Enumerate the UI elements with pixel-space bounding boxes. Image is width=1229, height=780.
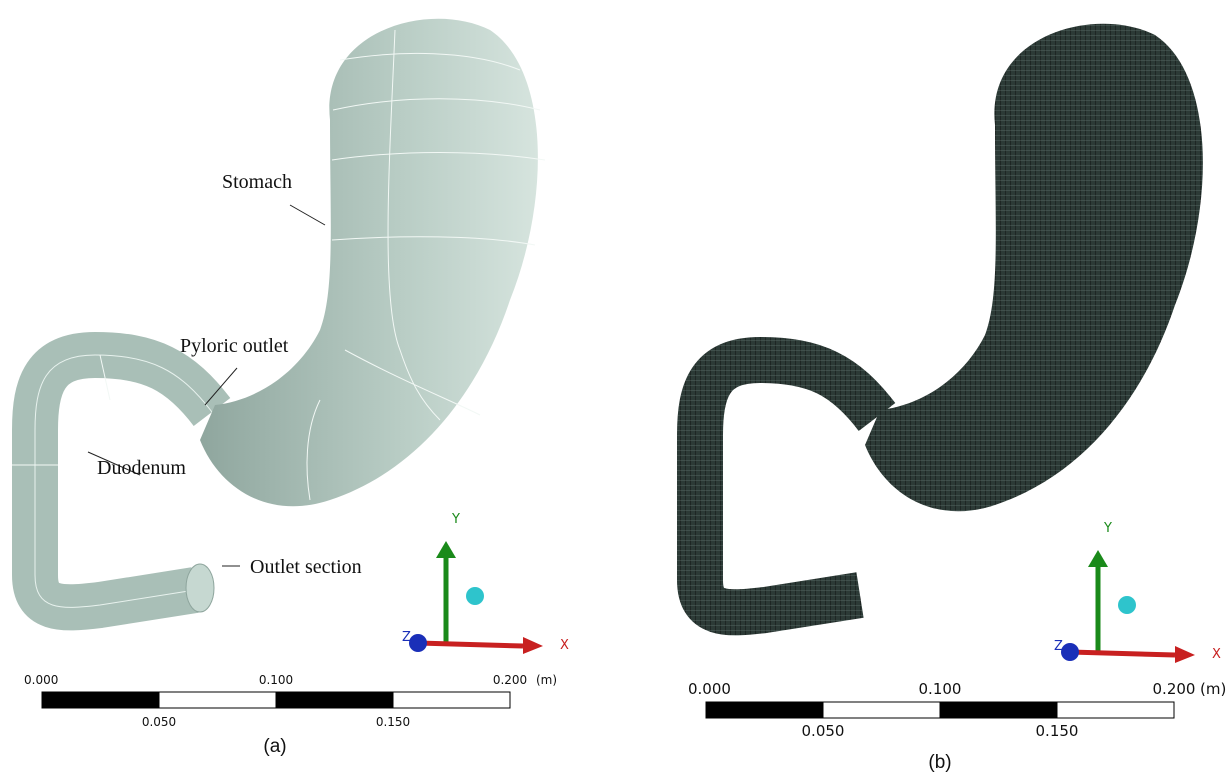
label: Duodenum: [97, 457, 186, 479]
scale-label: 0.050: [142, 715, 176, 729]
scale-unit: (m): [1200, 680, 1226, 698]
origin-sphere: [1118, 596, 1136, 614]
y-axis-head: [436, 541, 456, 558]
scale-label: 0.150: [376, 715, 410, 729]
scale-label: 0.100: [259, 673, 293, 687]
scale-segment: [706, 702, 823, 718]
duodenum-mesh: [700, 360, 877, 612]
stomach-shape: [200, 19, 538, 507]
scale-label: 0.200: [493, 673, 527, 687]
z-axis-dot: [1061, 643, 1079, 661]
scale-label: 0.000: [24, 673, 58, 687]
scale-segment: [159, 692, 276, 708]
duodenum-shape: [35, 355, 212, 607]
outlet-face: [186, 564, 214, 612]
scale-label: 0.000: [688, 680, 731, 698]
axis-label: Y: [451, 512, 460, 527]
scale-segment: [276, 692, 393, 708]
x-axis-arrow: [1070, 652, 1175, 655]
panel-a: Stomach Pyloric outlet Duodenum Outlet s…: [12, 19, 545, 612]
caption: (a): [263, 736, 286, 757]
axis-label: X: [1212, 647, 1221, 662]
scale-label: 0.200: [1153, 680, 1196, 698]
scale-segment: [393, 692, 510, 708]
x-axis-arrow: [418, 643, 523, 646]
x-axis-head: [523, 637, 543, 654]
axis-label: X: [560, 638, 569, 653]
scale-segment: [1057, 702, 1174, 718]
origin-sphere: [466, 587, 484, 605]
y-axis-head: [1088, 550, 1108, 567]
scale-label: 0.050: [802, 722, 845, 740]
label: Pyloric outlet: [180, 335, 289, 357]
axis-label: Z: [1054, 639, 1063, 654]
stomach-mesh: [865, 24, 1203, 512]
leader-line: [290, 205, 325, 225]
axis-label: Y: [1103, 521, 1112, 536]
scale-segment: [42, 692, 159, 708]
scale-segment: [823, 702, 940, 718]
figure: Stomach Pyloric outlet Duodenum Outlet s…: [0, 0, 1229, 780]
axis-label: Z: [402, 630, 411, 645]
z-axis-dot: [409, 634, 427, 652]
label: Outlet section: [250, 556, 362, 578]
x-axis-head: [1175, 646, 1195, 663]
label: Stomach: [222, 171, 292, 193]
scale-label: 0.150: [1036, 722, 1079, 740]
scale-unit: (m): [536, 673, 557, 687]
scale-label: 0.100: [919, 680, 962, 698]
scale-segment: [940, 702, 1057, 718]
caption: (b): [928, 752, 951, 773]
panel-b: [700, 24, 1203, 613]
